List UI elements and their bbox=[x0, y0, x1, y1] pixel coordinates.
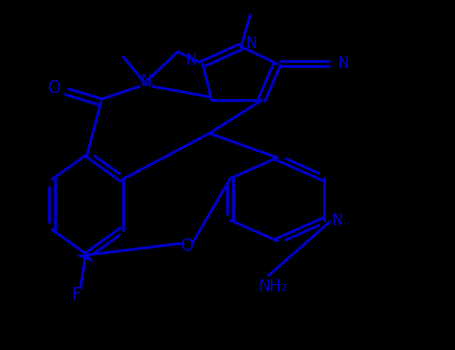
Text: O: O bbox=[180, 237, 193, 255]
Text: NH₂: NH₂ bbox=[258, 279, 287, 294]
Polygon shape bbox=[78, 255, 92, 261]
Text: N: N bbox=[141, 74, 152, 89]
Text: N: N bbox=[186, 53, 197, 68]
Text: N: N bbox=[245, 36, 257, 50]
Text: N: N bbox=[337, 56, 349, 71]
Text: F: F bbox=[71, 287, 81, 304]
Text: N: N bbox=[331, 213, 343, 228]
Text: O: O bbox=[47, 79, 60, 97]
